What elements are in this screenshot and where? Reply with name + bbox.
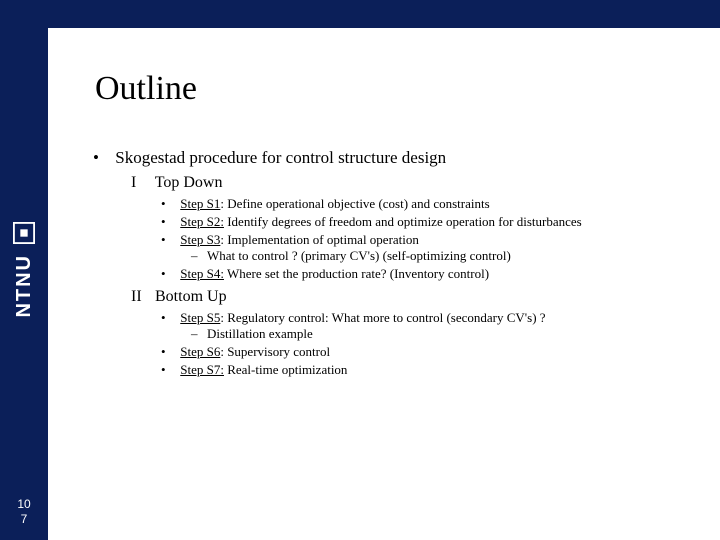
section-topdown: I Top Down Step S1: Define operational o… <box>131 174 695 282</box>
step-s7-label: Step S7: <box>180 362 224 377</box>
step-s3-label: Step S3 <box>180 232 220 247</box>
step-s6-label: Step S6 <box>180 344 220 359</box>
ntnu-logo-icon <box>13 222 35 244</box>
step-s4-text: Where set the production rate? (Inventor… <box>224 266 489 281</box>
step-s5-sub: Distillation example <box>191 326 695 342</box>
brand-name: NTNU <box>13 254 36 318</box>
step-s3: Step S3: Implementation of optimal opera… <box>161 232 695 264</box>
main-bullet-text: Skogestad procedure for control structur… <box>115 148 446 167</box>
step-s5: Step S5: Regulatory control: What more t… <box>161 310 695 342</box>
step-s2: Step S2: Identify degrees of freedom and… <box>161 214 695 230</box>
step-s3-text: : Implementation of optimal operation <box>220 232 419 247</box>
step-s6-text: : Supervisory control <box>220 344 330 359</box>
step-s3-sub: What to control ? (primary CV's) (self-o… <box>191 248 695 264</box>
step-s5-sublist: Distillation example <box>191 326 695 342</box>
step-s2-text: Identify degrees of freedom and optimize… <box>224 214 582 229</box>
step-s7: Step S7: Real-time optimization <box>161 362 695 378</box>
step-s7-text: Real-time optimization <box>224 362 347 377</box>
main-bullet: Skogestad procedure for control structur… <box>95 148 695 378</box>
bottomup-steps: Step S5: Regulatory control: What more t… <box>161 310 695 378</box>
section-bottomup: II Bottom Up Step S5: Regulatory control… <box>131 288 695 378</box>
section-topdown-label: Top Down <box>155 174 223 191</box>
step-s2-label: Step S2: <box>180 214 224 229</box>
slide: NTNU Outline Skogestad procedure for con… <box>0 0 720 540</box>
content-area: Outline Skogestad procedure for control … <box>95 70 695 384</box>
roman-2: II <box>131 288 151 306</box>
step-s4-label: Step S4: <box>180 266 224 281</box>
page-number-a: 10 <box>10 497 38 511</box>
step-s4: Step S4: Where set the production rate? … <box>161 266 695 282</box>
step-s3-sublist: What to control ? (primary CV's) (self-o… <box>191 248 695 264</box>
step-s1: Step S1: Define operational objective (c… <box>161 196 695 212</box>
page-number: 10 7 <box>10 497 38 526</box>
section-bottomup-label: Bottom Up <box>155 288 227 305</box>
step-s6: Step S6: Supervisory control <box>161 344 695 360</box>
roman-1: I <box>131 174 151 192</box>
outline-list: Skogestad procedure for control structur… <box>95 148 695 378</box>
slide-title: Outline <box>95 70 695 108</box>
topdown-steps: Step S1: Define operational objective (c… <box>161 196 695 282</box>
step-s5-label: Step S5 <box>180 310 220 325</box>
page-number-b: 7 <box>10 512 38 526</box>
top-bar <box>0 0 720 28</box>
section-list: I Top Down Step S1: Define operational o… <box>131 174 695 378</box>
sidebar: NTNU <box>0 0 48 540</box>
step-s1-text: : Define operational objective (cost) an… <box>220 196 489 211</box>
step-s5-text: : Regulatory control: What more to contr… <box>220 310 545 325</box>
step-s1-label: Step S1 <box>180 196 220 211</box>
